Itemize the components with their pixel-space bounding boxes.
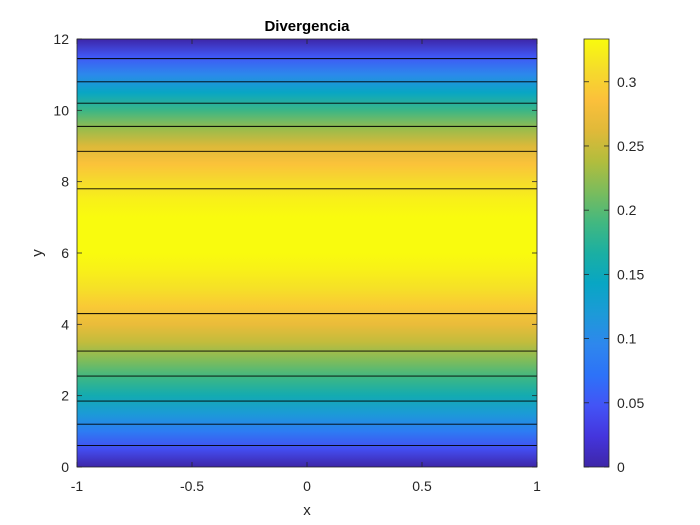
chart-title: Divergencia — [264, 18, 350, 35]
colorbar-tick-label: 0.15 — [617, 266, 644, 282]
x-tick-label: 0 — [303, 478, 311, 494]
y-tick-label: 6 — [61, 245, 69, 261]
colorbar — [584, 39, 609, 467]
y-axis-label: y — [29, 249, 46, 257]
colorbar-tick-label: 0 — [617, 459, 625, 475]
colorbar-tick-label: 0.3 — [617, 74, 637, 90]
y-tick-label: 8 — [61, 174, 69, 190]
contour-lines — [77, 58, 537, 447]
y-tick-label: 0 — [61, 459, 69, 475]
colorbar-frame — [583, 38, 610, 468]
y-tick-label: 12 — [53, 31, 69, 47]
heatmap-field — [77, 39, 537, 467]
colorbar-tick-label: 0.1 — [617, 331, 637, 347]
x-tick-label: -0.5 — [180, 478, 204, 494]
y-axis-ticks: 0 2 4 6 8 10 12 — [53, 31, 537, 475]
colorbar-ticks: 0 0.05 0.1 0.15 0.2 0.25 0.3 — [584, 74, 644, 475]
x-tick-label: 0.5 — [412, 478, 432, 494]
x-tick-label: -1 — [71, 478, 84, 494]
x-tick-label: 1 — [533, 478, 541, 494]
x-axis-ticks: -1 -0.5 0 0.5 1 — [71, 39, 541, 494]
colorbar-tick-label: 0.25 — [617, 138, 644, 154]
y-tick-label: 2 — [61, 388, 69, 404]
x-axis-label: x — [303, 502, 311, 519]
colorbar-tick-label: 0.05 — [617, 395, 644, 411]
colorbar-tick-label: 0.2 — [617, 202, 637, 218]
y-tick-label: 10 — [53, 102, 69, 118]
y-tick-label: 4 — [61, 316, 69, 332]
